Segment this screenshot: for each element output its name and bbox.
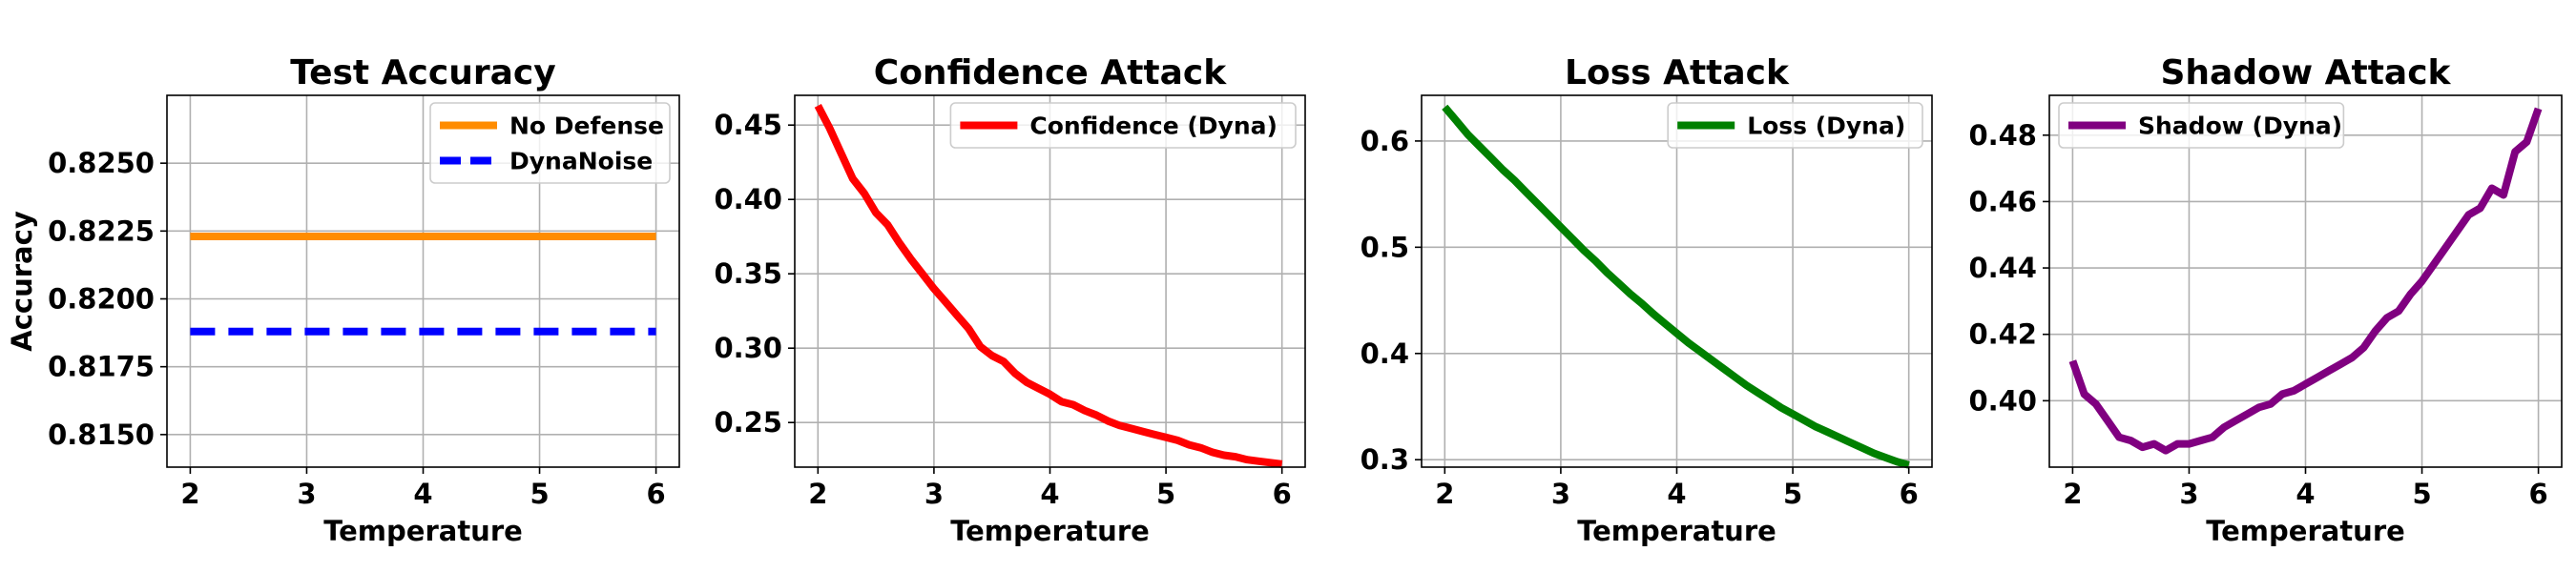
chart-4-x-axis-label: Temperature xyxy=(2206,515,2405,547)
chart-1-legend-label-dynanoise: DynaNoise xyxy=(509,148,653,175)
chart-1-y-tick-label: 0.8175 xyxy=(48,351,155,383)
chart-2-legend-label-confidence-dyna: Confidence (Dyna) xyxy=(1029,112,1278,140)
chart-1-y-tick-label: 0.8150 xyxy=(48,419,155,451)
chart-1-x-tick-label: 3 xyxy=(297,478,316,510)
chart-4-legend-box xyxy=(2058,102,2345,149)
chart-2-x-tick-label: 4 xyxy=(1040,478,1059,510)
chart-3-x-tick-label: 4 xyxy=(1667,478,1686,510)
chart-3-title: Loss Attack xyxy=(1565,53,1790,92)
chart-1-y-tick-label: 0.8250 xyxy=(48,147,155,179)
chart-2-y-tick-label: 0.25 xyxy=(714,406,782,439)
chart-4-x-tick-label: 3 xyxy=(2179,478,2198,510)
chart-3-legend-box xyxy=(1667,102,1923,149)
chart-1-y-tick-label: 0.8200 xyxy=(48,283,155,316)
chart-2-y-tick-label: 0.40 xyxy=(714,183,782,215)
chart-3-x-tick-label: 6 xyxy=(1900,478,1919,510)
chart-2-y-tick-label: 0.45 xyxy=(714,109,782,141)
chart-4-legend-label-shadow-dyna: Shadow (Dyna) xyxy=(2138,112,2342,140)
chart-3-x-tick-label: 2 xyxy=(1435,478,1454,510)
chart-1-x-tick-label: 5 xyxy=(530,478,549,510)
chart-4-y-tick-label: 0.44 xyxy=(1968,252,2037,284)
chart-2-legend-box xyxy=(949,102,1297,149)
chart-3-legend-label-loss-dyna: Loss (Dyna) xyxy=(1747,112,1905,140)
chart-3-x-tick-label: 5 xyxy=(1783,478,1802,510)
chart-4-x-tick-label: 4 xyxy=(2296,478,2315,510)
chart-4-series-shadow-dyna-line xyxy=(2068,107,2543,455)
chart-2-legend: Confidence (Dyna) xyxy=(949,102,1297,149)
chart-3-y-tick-label: 0.4 xyxy=(1361,337,1409,370)
chart-3-y-tick-label: 0.3 xyxy=(1361,443,1409,476)
chart-3-loss-attack: 2 3 4 5 6 0.3 0.4 0.5 0.6 Loss Attack Temperature L… xyxy=(1361,53,1933,547)
chart-4-x-tick-label: 2 xyxy=(2063,478,2082,510)
chart-2-y-tick-label: 0.30 xyxy=(714,332,782,364)
chart-1-test-accuracy: 2 3 4 5 6 0.8150 0.8175 0.8200 0.8225 0.8250 Test … xyxy=(6,53,680,547)
chart-1-title: Test Accuracy xyxy=(290,53,555,92)
chart-3-y-tick-label: 0.5 xyxy=(1361,231,1409,263)
chart-2-x-tick-label: 5 xyxy=(1156,478,1175,510)
chart-4-title: Shadow Attack xyxy=(2161,53,2452,92)
chart-3-legend: Loss (Dyna) xyxy=(1667,102,1923,149)
chart-2-x-tick-label: 6 xyxy=(1273,478,1292,510)
chart-1-y-axis-label: Accuracy xyxy=(6,211,38,352)
chart-4-legend: Shadow (Dyna) xyxy=(2058,102,2345,149)
chart-2-series-confidence-dyna-line xyxy=(814,104,1283,468)
chart-2-x-axis-label: Temperature xyxy=(950,515,1150,547)
chart-2-y-tick-label: 0.35 xyxy=(714,257,782,290)
chart-3-x-tick-label: 3 xyxy=(1551,478,1570,510)
chart-4-x-tick-label: 6 xyxy=(2528,478,2547,510)
chart-2-x-tick-label: 2 xyxy=(808,478,827,510)
chart-1-x-tick-label: 2 xyxy=(180,478,199,510)
chart-1-x-tick-label: 6 xyxy=(646,478,665,510)
chart-1-legend: No Defense DynaNoise xyxy=(429,102,671,184)
chart-1-x-tick-label: 4 xyxy=(413,478,432,510)
chart-4-y-tick-label: 0.46 xyxy=(1968,185,2037,217)
chart-3-y-tick-label: 0.6 xyxy=(1361,125,1409,157)
chart-1-legend-label-no-defense: No Defense xyxy=(509,112,664,140)
chart-3-series-loss-dyna-line xyxy=(1442,104,1910,469)
chart-4-y-tick-label: 0.48 xyxy=(1968,119,2037,152)
chart-2-title: Confidence Attack xyxy=(874,53,1227,92)
chart-4-x-tick-label: 5 xyxy=(2412,478,2431,510)
chart-4-y-tick-label: 0.42 xyxy=(1968,318,2037,351)
chart-4-y-tick-label: 0.40 xyxy=(1968,384,2037,417)
chart-1-y-tick-label: 0.8225 xyxy=(48,214,155,247)
chart-2-x-tick-label: 3 xyxy=(924,478,944,510)
chart-1-x-axis-label: Temperature xyxy=(323,515,523,547)
chart-4-shadow-attack: 2 3 4 5 6 0.40 0.42 0.44 0.46 0.48 Shadow Attack Te… xyxy=(1968,53,2563,547)
chart-2-confidence-attack: 2 3 4 5 6 0.25 0.30 0.35 0.40 0.45 Confidence Atta… xyxy=(714,53,1306,547)
chart-3-x-axis-label: Temperature xyxy=(1577,515,1776,547)
